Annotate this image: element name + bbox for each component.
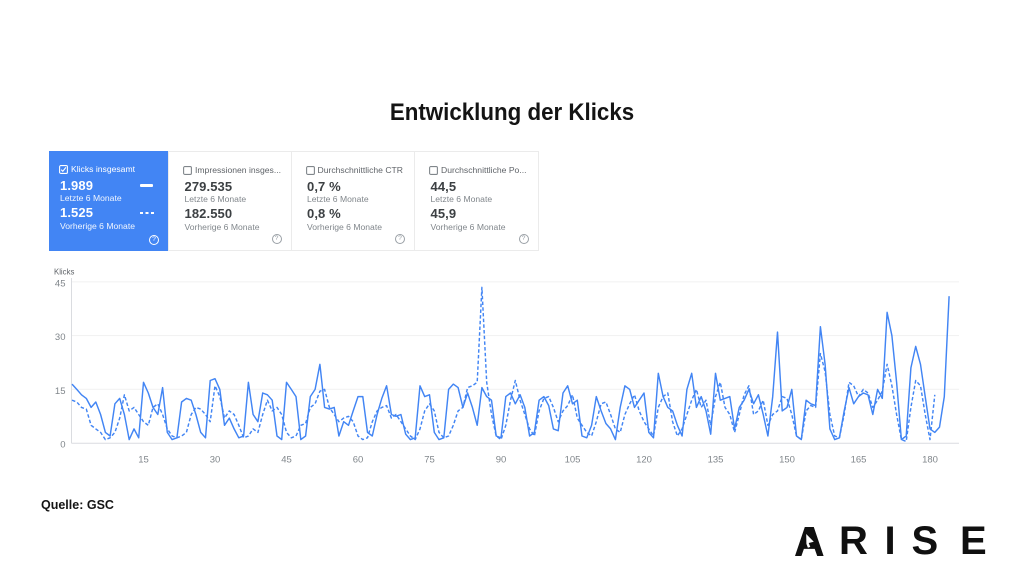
svg-text:45: 45 [281, 455, 292, 466]
svg-text:75: 75 [424, 455, 435, 466]
svg-text:15: 15 [55, 386, 66, 397]
svg-text:90: 90 [496, 455, 507, 466]
svg-text:105: 105 [565, 455, 581, 466]
svg-text:60: 60 [353, 455, 364, 466]
svg-text:165: 165 [851, 455, 867, 466]
svg-text:0: 0 [60, 440, 65, 451]
svg-text:30: 30 [55, 332, 66, 343]
svg-text:30: 30 [210, 455, 221, 466]
svg-text:180: 180 [922, 455, 938, 466]
svg-text:150: 150 [779, 455, 795, 466]
svg-text:120: 120 [636, 455, 652, 466]
svg-text:135: 135 [708, 455, 724, 466]
svg-text:15: 15 [138, 455, 149, 466]
svg-text:45: 45 [55, 279, 66, 290]
svg-text:Klicks: Klicks [54, 268, 74, 277]
